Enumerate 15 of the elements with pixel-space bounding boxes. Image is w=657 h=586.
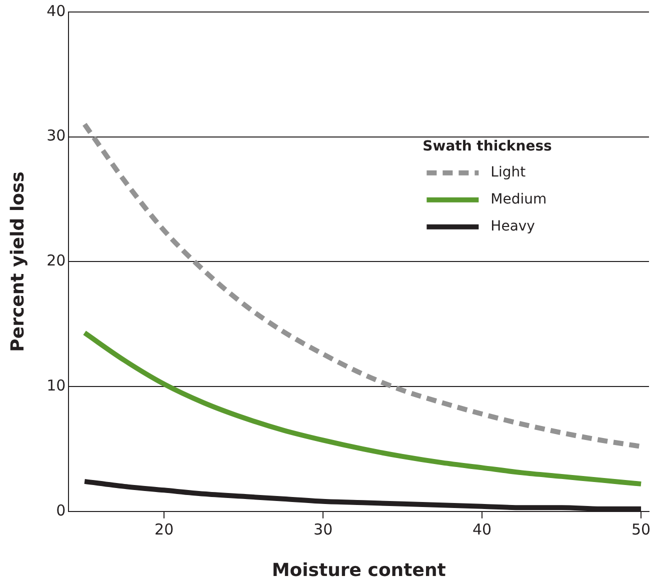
y-tick-label: 20: [46, 252, 66, 270]
y-axis-title: Percent yield loss: [7, 172, 28, 352]
legend-label: Medium: [490, 191, 547, 208]
legend-title: Swath thickness: [422, 138, 552, 154]
x-tick-label: 30: [314, 520, 333, 538]
legend-label: Light: [490, 164, 526, 180]
x-tick-label: 50: [632, 520, 651, 538]
x-tick-label: 40: [472, 520, 492, 538]
legend-label: Heavy: [490, 218, 535, 234]
x-axis-title: Moisture content: [272, 560, 446, 581]
y-tick-label: 10: [46, 376, 66, 394]
y-tick-label: 30: [46, 126, 66, 145]
y-tick-label: 0: [56, 501, 66, 520]
y-tick-label: 40: [46, 2, 66, 20]
x-tick-label: 20: [154, 520, 174, 538]
